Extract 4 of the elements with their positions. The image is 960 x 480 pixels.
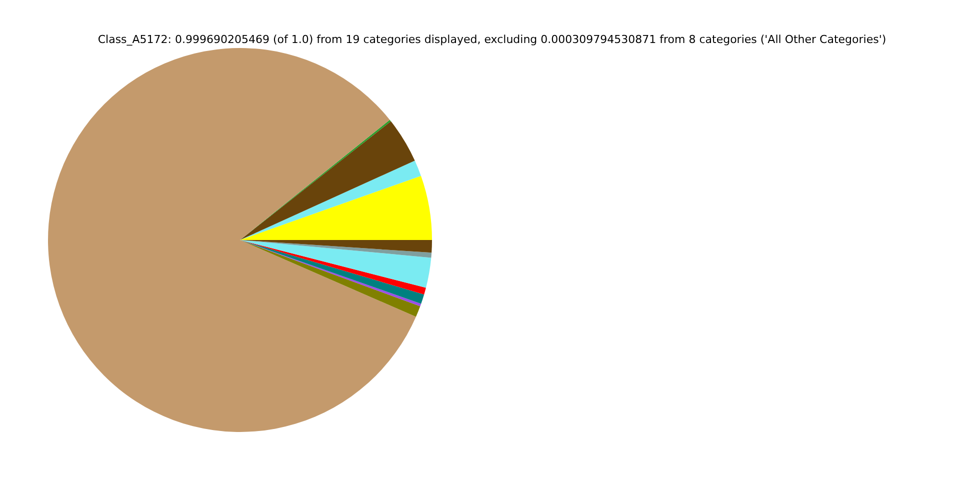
pie-slice (240, 176, 432, 240)
pie-slice (240, 240, 432, 258)
text: Class_A5172: 0.999690205469 (of 1.0) from 19 categories displayed, excluding 0.000309794530871 from 8 categories ('All Other Categories') (98, 33, 886, 46)
pie-slice (48, 48, 416, 432)
